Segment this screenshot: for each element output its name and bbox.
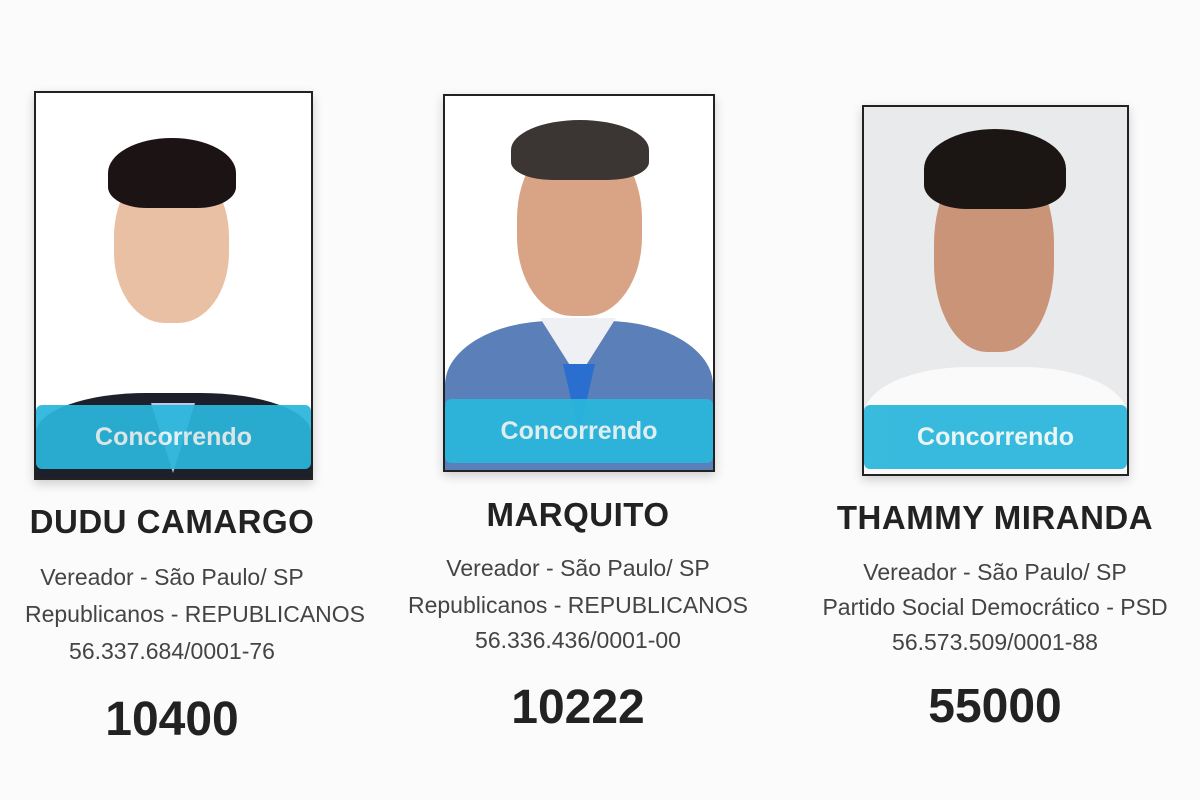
candidate-office: Vereador - São Paulo/ SP <box>863 559 1127 585</box>
candidate-name: THAMMY MIRANDA <box>836 499 1154 536</box>
candidate-cnpj: 56.573.509/0001-88 <box>892 629 1098 655</box>
status-badge: Concorrendo <box>36 405 311 469</box>
candidate-photo: Concorrendo <box>34 91 313 480</box>
status-badge: Concorrendo <box>445 399 713 463</box>
candidate-cnpj: 56.336.436/0001-00 <box>475 627 681 653</box>
candidate-number: 10222 <box>511 681 645 734</box>
candidate-party: Partido Social Democrático - PSD <box>822 594 1168 620</box>
candidate-name: DUDU CAMARGO <box>29 503 315 540</box>
status-badge: Concorrendo <box>864 405 1127 469</box>
candidate-cnpj: 56.337.684/0001-76 <box>69 638 275 664</box>
candidate-photo: Concorrendo <box>443 94 715 472</box>
candidate-party: Republicanos - REPUBLICANOS <box>407 592 749 618</box>
candidate-name: MARQUITO <box>486 496 670 533</box>
candidate-party: Republicanos - REPUBLICANOS <box>24 601 366 627</box>
candidate-photo: Concorrendo <box>862 105 1129 476</box>
candidate-office: Vereador - São Paulo/ SP <box>40 564 304 590</box>
candidate-office: Vereador - São Paulo/ SP <box>446 555 710 581</box>
candidate-number: 10400 <box>105 693 239 746</box>
candidate-number: 55000 <box>928 680 1062 733</box>
